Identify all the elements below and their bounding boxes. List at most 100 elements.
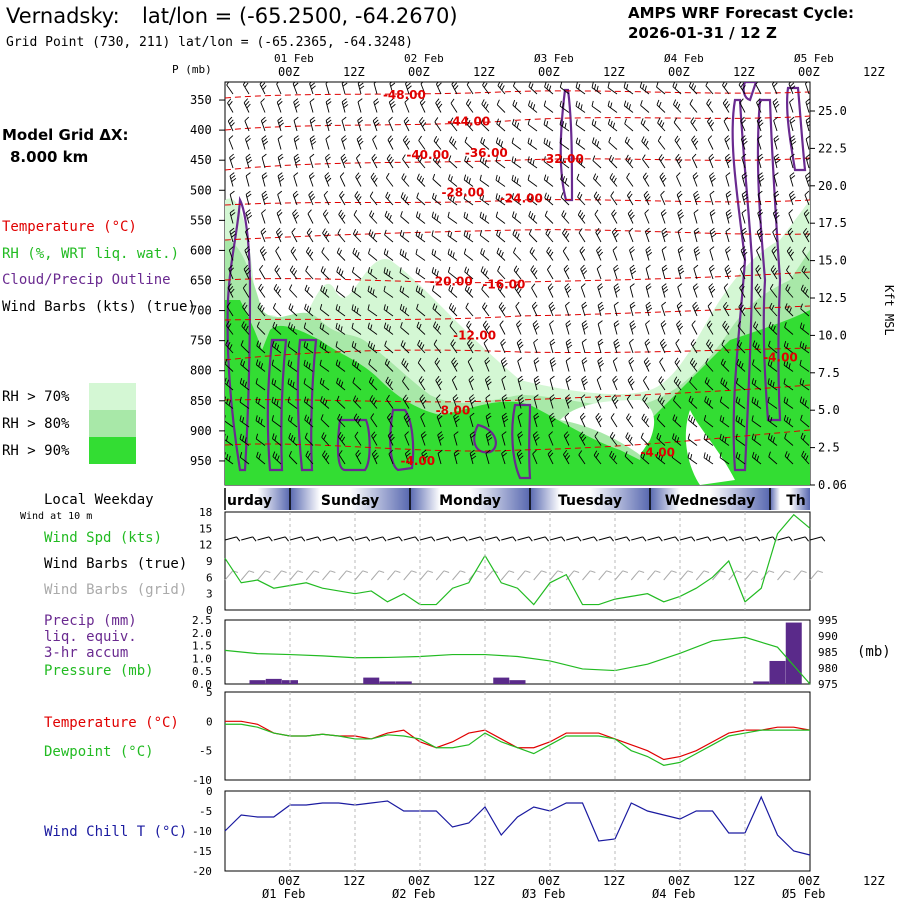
- wind-barb: [725, 209, 733, 224]
- wind-barb: [321, 247, 330, 261]
- wind-barb: [479, 174, 490, 187]
- wind-barb: [373, 82, 379, 95]
- cloud-outline: [731, 98, 754, 472]
- legend-wind-barbs: Wind Barbs (kts) (true): [2, 299, 196, 315]
- wind-barb: [485, 412, 492, 428]
- wind-barb: [372, 116, 380, 132]
- wind-barb: [289, 265, 298, 280]
- wind-barb: [532, 449, 538, 465]
- wind-barb: [245, 190, 252, 206]
- grid-barb: [305, 570, 320, 581]
- wind-barb: [688, 395, 698, 409]
- grid-barb: [257, 570, 271, 581]
- wind-barb: [239, 452, 250, 465]
- grid-barb: [695, 570, 710, 581]
- bottom-hour-label: 12Z: [863, 874, 885, 888]
- surface-barb: [452, 536, 468, 542]
- precip-bar: [785, 622, 802, 684]
- wind-barb: [449, 136, 458, 150]
- wind-barb: [527, 192, 538, 206]
- wind-barb: [531, 301, 538, 317]
- wind-barb: [613, 338, 621, 354]
- wind-barb: [433, 321, 442, 335]
- wind-barb: [645, 264, 651, 280]
- wind-barb: [771, 82, 778, 95]
- legend-windchill: Wind Chill T (°C): [44, 824, 187, 840]
- wind-barb: [549, 320, 554, 335]
- wind-barb: [515, 301, 522, 317]
- wind-barb: [736, 340, 746, 354]
- top-hour-label: 00Z: [408, 65, 430, 79]
- wind-barb: [399, 248, 410, 261]
- wind-barb: [544, 192, 554, 206]
- precip-bar: [379, 681, 396, 684]
- precip-bar: [509, 680, 526, 684]
- wind-barb: [447, 248, 458, 261]
- wind-barb: [501, 431, 507, 446]
- wind-barb: [800, 432, 810, 446]
- wind-barb: [767, 433, 778, 446]
- wind-barb: [337, 228, 346, 243]
- wind-barb: [693, 209, 699, 224]
- wind-barb: [709, 190, 715, 206]
- isotherm-label: -40.00: [406, 148, 449, 162]
- wind-barb: [799, 396, 810, 409]
- wind-barb: [450, 339, 458, 354]
- wind-barb: [415, 248, 426, 261]
- wind-barb: [276, 209, 283, 224]
- wind-barb: [261, 172, 268, 187]
- wind-barb: [643, 357, 651, 372]
- isotherm-label: -24.00: [500, 191, 543, 205]
- wind-barb: [676, 190, 683, 206]
- wind-barb: [804, 190, 810, 206]
- legend-precip: Precip (mm): [44, 613, 137, 629]
- surface-barb: [224, 536, 241, 542]
- wind-barb: [739, 264, 746, 280]
- wind-barb: [255, 378, 266, 391]
- wind-barb: [225, 358, 234, 372]
- wind-barb: [256, 451, 266, 465]
- wind-barb: [495, 137, 506, 150]
- wind-barb: [226, 82, 234, 95]
- wind-barb: [483, 338, 490, 354]
- wind-barb: [643, 190, 651, 206]
- wind-barb: [372, 135, 378, 150]
- wind-barb: [431, 192, 442, 206]
- wind-barb: [709, 209, 716, 224]
- wind-barb: [432, 173, 442, 187]
- wind-barb: [293, 116, 299, 132]
- wind-barb: [341, 135, 347, 150]
- wind-barb: [512, 211, 522, 224]
- wind-barb: [417, 339, 426, 354]
- top-hour-label: 00Z: [278, 65, 300, 79]
- top-hour-label: 00Z: [538, 65, 560, 79]
- wind-barb: [706, 98, 714, 113]
- wind-barb: [277, 190, 283, 206]
- wind-barb: [448, 174, 458, 187]
- surface-barb: [322, 536, 338, 542]
- wind-barb: [789, 98, 794, 113]
- wind-barb: [720, 358, 730, 372]
- wind-barb: [399, 229, 410, 243]
- wind-barb: [227, 98, 234, 113]
- wind-barb: [323, 190, 330, 206]
- wind-barb: [322, 209, 330, 224]
- wind-barb: [419, 98, 426, 113]
- wind-barb: [463, 193, 474, 206]
- wind-barb: [463, 230, 474, 243]
- weekday-name: Wednesday: [665, 493, 755, 509]
- grid-barb: [793, 570, 807, 581]
- isotherm-label: -8.00: [436, 404, 471, 418]
- wind-barb: [516, 449, 524, 465]
- wind-barb: [245, 172, 251, 187]
- wind-barb: [260, 227, 267, 243]
- wind-barb: [320, 396, 330, 409]
- isotherm-label: -44.00: [447, 114, 490, 128]
- wind-barb: [706, 116, 715, 132]
- wind-barb: [527, 174, 538, 187]
- wind-barb: [691, 153, 698, 169]
- wind-barb: [592, 137, 602, 150]
- top-hour-label: 12Z: [343, 65, 365, 79]
- wind-barb: [385, 172, 394, 187]
- wind-barb: [661, 246, 667, 261]
